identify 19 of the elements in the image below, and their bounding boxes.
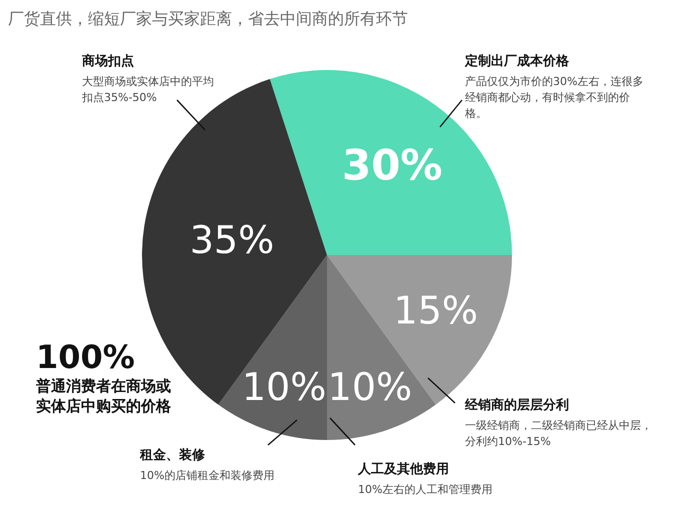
text: 100% (36, 338, 136, 376)
data-label: 30% (342, 140, 443, 190)
slice-label: 商场扣点 (82, 52, 135, 70)
slice-label: 经销商的层层分利 (465, 396, 570, 414)
slice-label: 租金、装修 (140, 447, 206, 464)
text: 10%左右的人工和管理费用 (358, 482, 494, 498)
slice-label: 人工及其他费用 (358, 461, 450, 478)
data-label: 10% (242, 364, 326, 409)
text: 10%的店铺租金和装修费用 (140, 468, 276, 484)
data-label: 35% (190, 218, 274, 262)
text: 大型商场或实体店中的平均扣点35%-50% (82, 74, 215, 106)
slice-label: 定制出厂成本价格 (465, 52, 570, 70)
pie-slice (218, 255, 327, 440)
data-label: 10% (328, 364, 412, 409)
text: 普通消费者在商场或实体店中购买的价格 (36, 376, 172, 416)
data-label: 15% (394, 288, 478, 332)
chart-title: 厂货直供，缩短厂家与买家距离，省去中间商的所有环节 (8, 8, 408, 30)
text: 一级经销商，二级经销商已经从中层，分利约10%-15% (465, 418, 653, 450)
text: 产品仅仅为市价的30%左右，连很多经销商都心动，有时候拿不到的价格。 (465, 74, 644, 122)
